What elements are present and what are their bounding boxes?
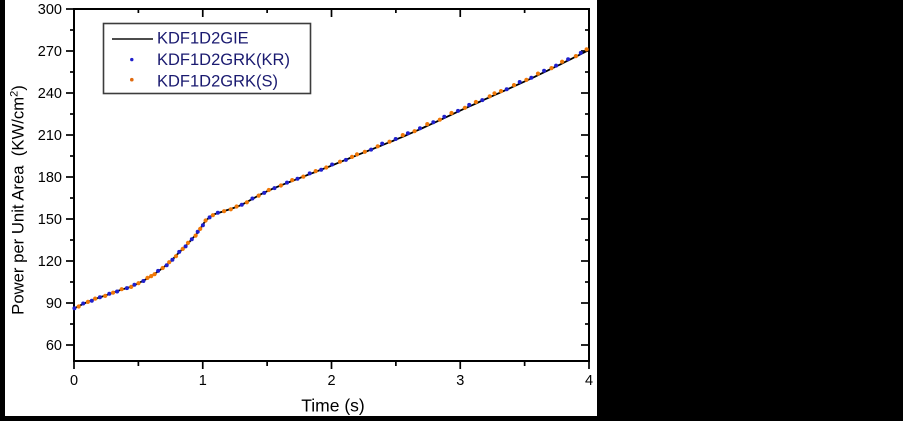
svg-text:60: 60 [46,338,62,354]
svg-text:3: 3 [456,373,464,389]
svg-text:240: 240 [38,86,62,102]
svg-text:1: 1 [199,373,207,389]
svg-text:KDF1D2GRK(KR): KDF1D2GRK(KR) [157,51,290,69]
svg-text:180: 180 [38,170,62,186]
svg-text:KDF1D2GRK(S): KDF1D2GRK(S) [157,73,278,91]
svg-text:120: 120 [38,254,62,270]
svg-text:KDF1D2GIE: KDF1D2GIE [157,30,249,48]
svg-text:150: 150 [38,212,62,228]
svg-text:2: 2 [327,373,335,389]
svg-text:90: 90 [46,296,62,312]
svg-text:270: 270 [38,44,62,60]
svg-text:210: 210 [38,128,62,144]
svg-text:Power per Unit Area (KW/cm2): Power per Unit Area (KW/cm2) [9,85,28,315]
svg-text:4: 4 [585,373,593,389]
svg-text:0: 0 [70,373,78,389]
svg-text:300: 300 [38,2,62,18]
svg-text:Time (s): Time (s) [301,396,365,416]
